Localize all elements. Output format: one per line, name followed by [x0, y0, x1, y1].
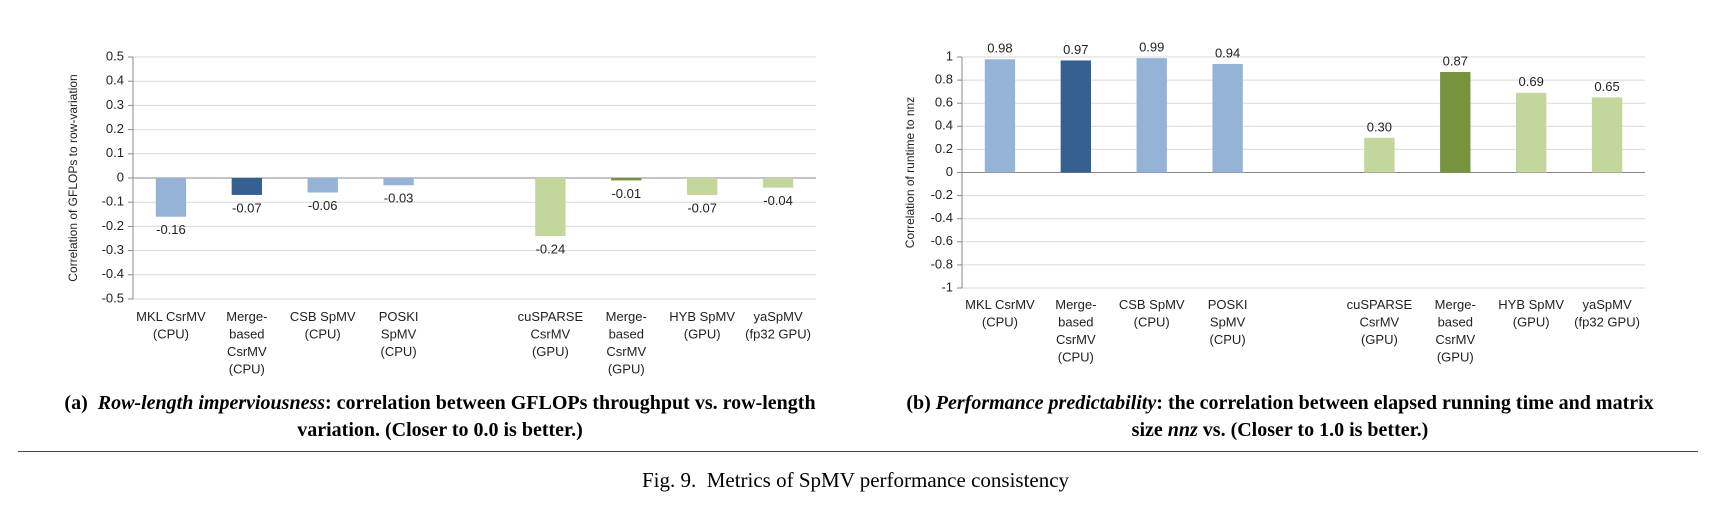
y-tick-label: -0.1 — [102, 194, 124, 209]
y-tick-label: 1 — [946, 48, 953, 63]
x-tick-label: Merge-based CsrMV (GPU) — [606, 309, 647, 377]
caption-text: : the correlation between elapsed runnin… — [1131, 392, 1654, 441]
y-tick-label: -0.5 — [102, 290, 124, 305]
x-tick-label: Merge-based CsrMV (CPU) — [226, 309, 267, 377]
value-label: -0.04 — [763, 193, 793, 208]
y-tick-label: -0.4 — [931, 210, 953, 225]
bar — [1060, 60, 1092, 173]
y-tick-label: 0.4 — [106, 73, 124, 88]
y-tick-label: 0.6 — [935, 95, 953, 110]
bar — [231, 178, 263, 195]
value-label: 0.99 — [1139, 40, 1164, 55]
value-label: -0.16 — [156, 222, 186, 237]
y-tick-label: -0.2 — [102, 218, 124, 233]
figure-caption: Fig. 9. Metrics of SpMV performance cons… — [641, 468, 1070, 492]
y-tick-label: 0 — [117, 169, 124, 184]
y-tick-label: -0.3 — [102, 242, 124, 257]
x-tick-label: CSB SpMV (CPU) — [290, 309, 356, 342]
bar — [1364, 137, 1395, 173]
caption-text: : correlation between GFLOPs throughput … — [297, 392, 816, 441]
value-label: -0.06 — [308, 198, 338, 213]
caption-title: Performance predictability — [935, 392, 1157, 414]
value-label: -0.07 — [232, 200, 262, 215]
x-tick-label: HYB SpMV (GPU) — [1498, 297, 1564, 330]
bar — [1440, 72, 1471, 173]
value-label: -0.07 — [687, 200, 717, 215]
value-label: 0.69 — [1519, 74, 1544, 89]
y-tick-label: -1 — [941, 279, 953, 294]
y-tick-label: -0.4 — [102, 266, 124, 281]
caption-title: Row-length imperviousness — [97, 392, 326, 414]
y-tick-label: 0.4 — [935, 118, 953, 133]
x-tick-label: POSKI SpMV (CPU) — [1208, 297, 1248, 347]
y-tick-label: 0.5 — [106, 48, 124, 63]
value-label: 0.87 — [1443, 53, 1468, 68]
value-label: 0.65 — [1594, 79, 1619, 94]
y-tick-label: 0.8 — [935, 72, 953, 87]
value-label: -0.03 — [384, 191, 414, 206]
x-tick-label: MKL CsrMV (CPU) — [965, 297, 1035, 330]
y-tick-label: 0 — [946, 164, 953, 179]
caption-b: (b) Performance predictability: the corr… — [905, 390, 1655, 444]
bar — [535, 178, 566, 237]
y-tick-label: -0.2 — [931, 187, 953, 202]
y-tick-label: 0.1 — [106, 145, 124, 160]
bar — [1515, 92, 1547, 173]
caption-label: (a) — [64, 392, 88, 414]
value-label: -0.24 — [536, 242, 566, 257]
x-tick-label: Merge-based CsrMV (GPU) — [1435, 297, 1476, 365]
caption-emphasis: nnz — [1167, 419, 1198, 441]
value-label: -0.01 — [611, 186, 641, 201]
y-tick-label: -0.8 — [931, 256, 953, 271]
x-tick-label: yaSpMV (fp32 GPU) — [1574, 297, 1640, 330]
bar — [1136, 58, 1167, 173]
value-label: 0.30 — [1367, 119, 1392, 134]
x-tick-label: cuSPARSE CsrMV (GPU) — [518, 309, 584, 359]
x-tick-label: cuSPARSE CsrMV (GPU) — [1347, 297, 1413, 347]
x-tick-label: CSB SpMV (CPU) — [1119, 297, 1185, 330]
y-axis-label: Correlation of GFLOPs to row-variation — [66, 74, 80, 281]
value-label: 0.97 — [1063, 42, 1088, 57]
x-tick-label: yaSpMV (fp32 GPU) — [745, 309, 811, 342]
bar — [383, 178, 414, 186]
caption-label: (b) — [906, 392, 931, 414]
y-tick-label: 0.2 — [935, 141, 953, 156]
x-tick-label: POSKI SpMV (CPU) — [379, 309, 419, 359]
caption-text: vs. (Closer to 1.0 is better.) — [1197, 419, 1429, 441]
bar — [686, 178, 718, 195]
x-tick-label: HYB SpMV (GPU) — [669, 309, 735, 342]
bar — [1591, 97, 1623, 173]
value-label: 0.94 — [1215, 45, 1240, 60]
bar — [155, 178, 187, 217]
y-axis-label: Correlation of runtime to nnz — [903, 97, 917, 248]
bar — [762, 178, 794, 188]
bar — [611, 178, 642, 181]
x-tick-label: MKL CsrMV (CPU) — [136, 309, 206, 342]
y-tick-label: 0.2 — [106, 121, 124, 136]
value-label: 0.98 — [987, 41, 1012, 56]
y-tick-label: -0.6 — [931, 233, 953, 248]
bar — [1212, 63, 1243, 173]
bar — [307, 178, 338, 193]
y-tick-label: 0.3 — [106, 97, 124, 112]
bar — [984, 59, 1016, 173]
x-tick-label: Merge-based CsrMV (CPU) — [1055, 297, 1096, 365]
caption-a: (a) Row-length imperviousness: correlati… — [40, 390, 840, 444]
rule — [18, 451, 1698, 452]
